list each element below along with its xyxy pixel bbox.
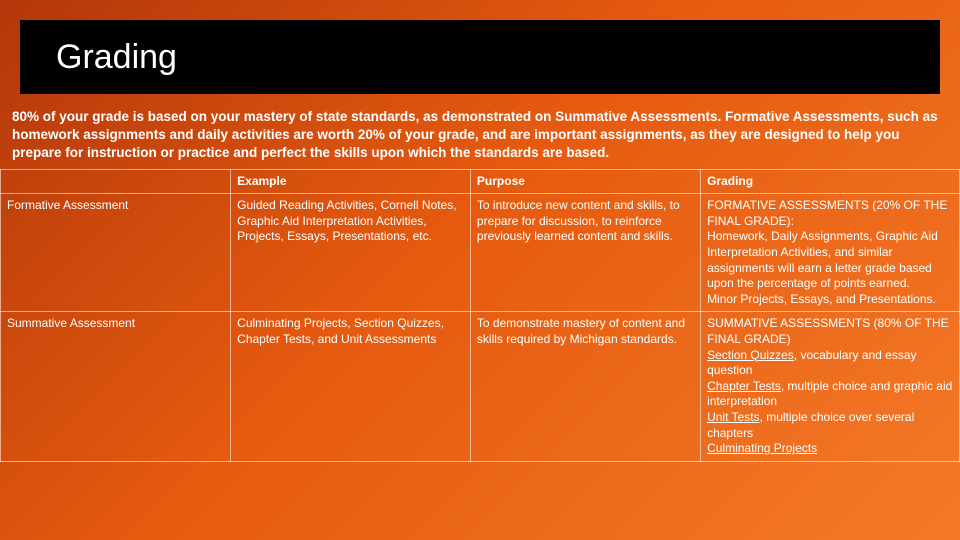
table-row: Formative Assessment Guided Reading Acti… (1, 194, 960, 312)
row-grading: FORMATIVE ASSESSMENTS (20% OF THE FINAL … (701, 194, 960, 312)
row-label: Formative Assessment (1, 194, 231, 312)
page-title: Grading (56, 38, 177, 77)
header-block: Grading (20, 20, 940, 94)
table-header-grading: Grading (701, 169, 960, 194)
table-header-purpose: Purpose (470, 169, 700, 194)
intro-paragraph: 80% of your grade is based on your maste… (0, 94, 960, 169)
grading-table: Example Purpose Grading Formative Assess… (0, 169, 960, 462)
table-header-blank (1, 169, 231, 194)
table-row: Summative Assessment Culminating Project… (1, 312, 960, 461)
table-header-row: Example Purpose Grading (1, 169, 960, 194)
row-example: Culminating Projects, Section Quizzes, C… (231, 312, 471, 461)
row-label: Summative Assessment (1, 312, 231, 461)
row-purpose: To demonstrate mastery of content and sk… (470, 312, 700, 461)
row-grading: SUMMATIVE ASSESSMENTS (80% OF THE FINAL … (701, 312, 960, 461)
row-purpose: To introduce new content and skills, to … (470, 194, 700, 312)
header-bar: Grading (20, 20, 940, 94)
table-header-example: Example (231, 169, 471, 194)
row-example: Guided Reading Activities, Cornell Notes… (231, 194, 471, 312)
